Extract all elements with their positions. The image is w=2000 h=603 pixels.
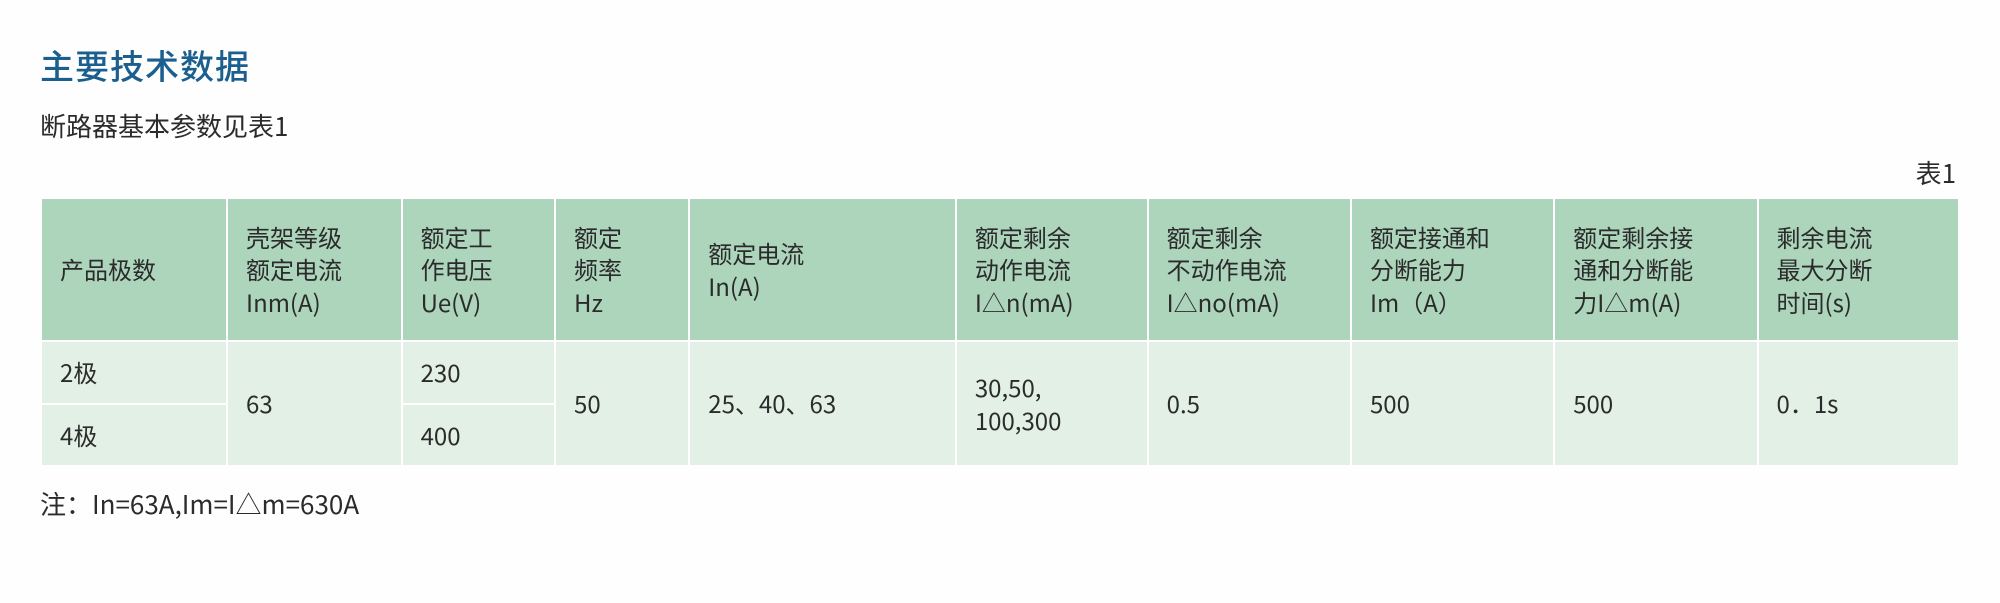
th-pole: 产品极数: [41, 198, 227, 341]
td-hz: 50: [555, 341, 689, 466]
td-idno: 0.5: [1148, 341, 1351, 466]
spec-table-header-row: 产品极数 壳架等级 额定电流 Inm(A) 额定工 作电压 Ue(V) 额定 频…: [41, 198, 1959, 341]
td-idn: 30,50, 100,300: [956, 341, 1148, 466]
td-pole-1: 4极: [41, 404, 227, 466]
td-inm: 63: [227, 341, 402, 466]
th-idm: 额定剩余接 通和分断能 力I△m(A): [1554, 198, 1757, 341]
td-im: 500: [1351, 341, 1554, 466]
table-footnote: 注：In=63A,Im=I△m=630A: [40, 485, 1960, 522]
th-idn: 额定剩余 动作电流 I△n(mA): [956, 198, 1148, 341]
spec-table: 产品极数 壳架等级 额定电流 Inm(A) 额定工 作电压 Ue(V) 额定 频…: [40, 197, 1960, 467]
th-idno: 额定剩余 不动作电流 I△no(mA): [1148, 198, 1351, 341]
spec-table-head: 产品极数 壳架等级 额定电流 Inm(A) 额定工 作电压 Ue(V) 额定 频…: [41, 198, 1959, 341]
td-t: 0．1s: [1758, 341, 1959, 466]
section-title: 主要技术数据: [40, 40, 1960, 89]
td-ue-1: 400: [402, 404, 555, 466]
page-root: 主要技术数据 断路器基本参数见表1 表1 产品极数 壳架等级 额定电流 Inm(…: [0, 0, 2000, 542]
spec-table-body: 2极 63 230 50 25、40、63 30,50, 100,300 0.5…: [41, 341, 1959, 466]
th-ue: 额定工 作电压 Ue(V): [402, 198, 555, 341]
th-hz: 额定 频率 Hz: [555, 198, 689, 341]
th-im: 额定接通和 分断能力 Im（A）: [1351, 198, 1554, 341]
th-in: 额定电流 In(A): [689, 198, 956, 341]
table-row: 2极 63 230 50 25、40、63 30,50, 100,300 0.5…: [41, 341, 1959, 403]
table-number-label: 表1: [40, 154, 1960, 191]
section-subtitle: 断路器基本参数见表1: [40, 107, 1960, 144]
th-inm: 壳架等级 额定电流 Inm(A): [227, 198, 402, 341]
td-ue-0: 230: [402, 341, 555, 403]
th-t: 剩余电流 最大分断 时间(s): [1758, 198, 1959, 341]
td-pole-0: 2极: [41, 341, 227, 403]
td-idm: 500: [1554, 341, 1757, 466]
td-in: 25、40、63: [689, 341, 956, 466]
